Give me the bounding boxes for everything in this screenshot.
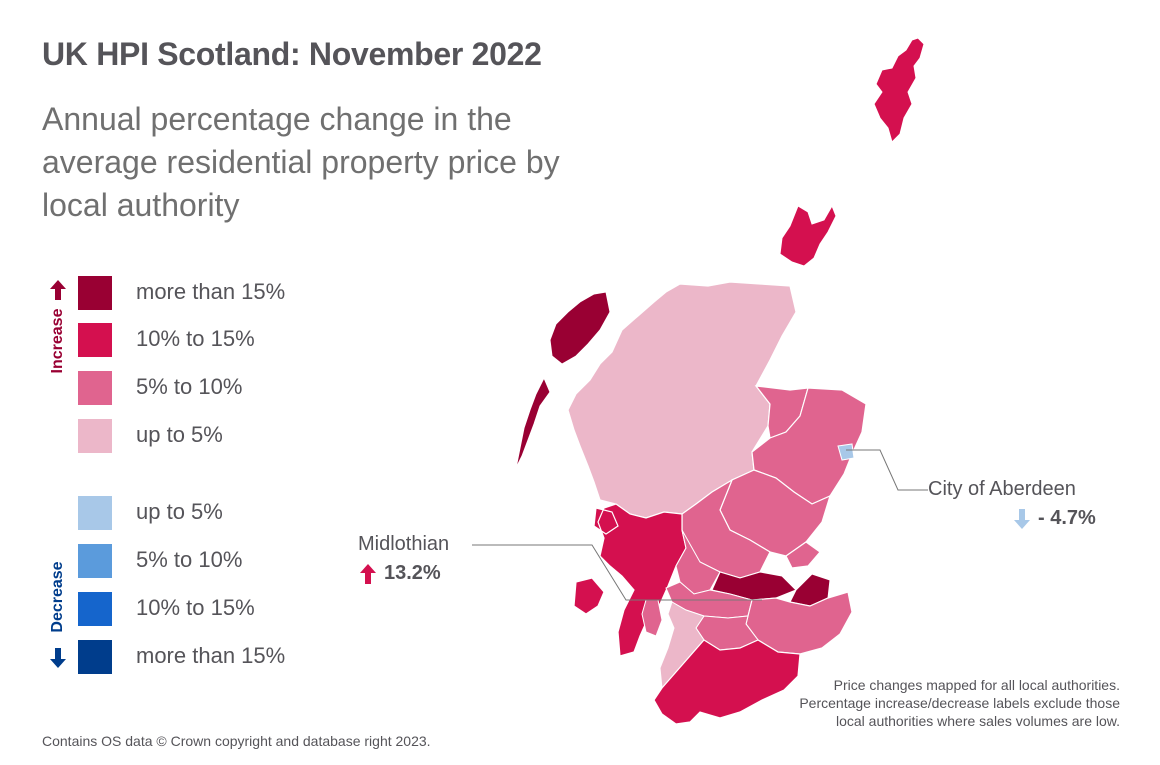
- legend-item-decrease-0-5: up to 5%: [78, 495, 223, 531]
- legend-swatch: [78, 419, 112, 453]
- region-dundee: [785, 541, 821, 569]
- footer-copyright: Contains OS data © Crown copyright and d…: [42, 733, 431, 749]
- legend-item-increase-10-15: 10% to 15%: [78, 322, 255, 358]
- down-arrow-icon: [1014, 509, 1030, 529]
- legend-swatch: [78, 544, 112, 578]
- callout-aberdeen-name: City of Aberdeen: [928, 478, 1076, 500]
- legend-label: 5% to 10%: [136, 547, 243, 572]
- note-text: Price changes mapped for all local autho…: [799, 677, 1120, 729]
- page-subtitle: Annual percentage change in the average …: [42, 101, 560, 223]
- region-city-of-aberdeen: [837, 443, 855, 461]
- decrease-arrow-icon: [50, 648, 66, 668]
- legend-label: more than 15%: [136, 643, 286, 668]
- aberdeen-leader-line: [846, 449, 928, 491]
- legend-swatch: [78, 496, 112, 530]
- legend-label: 5% to 10%: [136, 374, 243, 399]
- legend-item-increase-15plus: more than 15%: [78, 275, 285, 311]
- legend-swatch: [78, 640, 112, 674]
- midlothian-leader-line: [472, 544, 762, 601]
- region-orkney: [779, 204, 837, 267]
- increase-arrow-icon: [50, 280, 66, 300]
- legend-item-decrease-10-15: 10% to 15%: [78, 591, 255, 627]
- callout-aberdeen-value: - 4.7%: [1038, 507, 1096, 529]
- legend-label: 10% to 15%: [136, 326, 255, 351]
- legend-swatch: [78, 371, 112, 405]
- legend-label: up to 5%: [136, 422, 223, 447]
- region-arran: [641, 599, 663, 637]
- legend-label: 10% to 15%: [136, 595, 255, 620]
- legend-label: up to 5%: [136, 499, 223, 524]
- legend-swatch: [78, 592, 112, 626]
- legend-item-decrease-5-10: 5% to 10%: [78, 543, 242, 579]
- region-dumfries-galloway: [653, 639, 801, 725]
- page-title: UK HPI Scotland: November 2022: [42, 36, 542, 72]
- legend-swatch: [78, 323, 112, 357]
- legend-swatch: [78, 276, 112, 310]
- callout-midlothian-name: Midlothian: [358, 533, 450, 555]
- up-arrow-icon: [360, 564, 376, 584]
- region-western-isles: [515, 291, 611, 469]
- legend-item-decrease-15plus: more than 15%: [78, 639, 285, 675]
- callout-midlothian-value: 13.2%: [384, 562, 441, 584]
- region-argyll-bute: [573, 503, 687, 657]
- legend-item-increase-0-5: up to 5%: [78, 418, 223, 454]
- legend-item-increase-5-10: 5% to 10%: [78, 370, 242, 406]
- legend-label: more than 15%: [136, 279, 286, 304]
- region-shetland: [873, 37, 925, 143]
